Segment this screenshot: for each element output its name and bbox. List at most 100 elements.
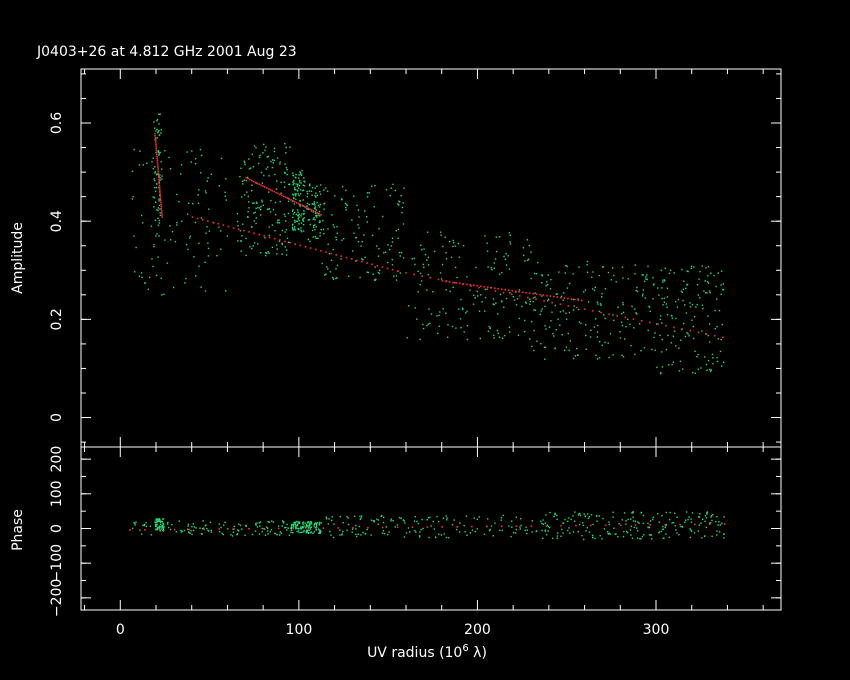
data-point bbox=[709, 292, 711, 294]
model-point bbox=[567, 305, 570, 307]
data-point bbox=[297, 211, 299, 213]
x-axis-label-main: UV radius (10 bbox=[367, 645, 462, 661]
data-point bbox=[374, 184, 376, 187]
data-point bbox=[391, 258, 393, 261]
data-point bbox=[476, 290, 478, 293]
data-point bbox=[495, 302, 497, 304]
data-point bbox=[305, 523, 308, 526]
data-point bbox=[291, 226, 294, 229]
data-point bbox=[351, 528, 354, 530]
model-point bbox=[459, 282, 461, 285]
data-point bbox=[154, 172, 156, 174]
data-point bbox=[559, 324, 561, 326]
model-point bbox=[507, 289, 510, 291]
data-point bbox=[601, 292, 603, 295]
data-point bbox=[627, 318, 629, 321]
data-point bbox=[295, 220, 297, 222]
data-point bbox=[544, 325, 546, 327]
data-point bbox=[530, 277, 532, 280]
data-point bbox=[218, 523, 221, 525]
data-point bbox=[274, 201, 277, 204]
data-point bbox=[419, 338, 421, 341]
data-point bbox=[307, 532, 310, 534]
data-point bbox=[645, 278, 647, 280]
data-point bbox=[154, 171, 157, 173]
data-point bbox=[589, 336, 592, 338]
data-point bbox=[603, 528, 606, 530]
data-point bbox=[210, 531, 213, 533]
data-point bbox=[180, 529, 182, 532]
model-point bbox=[158, 182, 161, 185]
data-point bbox=[484, 288, 487, 291]
data-point bbox=[286, 169, 288, 171]
data-point bbox=[206, 226, 208, 228]
data-point bbox=[609, 533, 612, 535]
data-point bbox=[566, 265, 568, 268]
data-point bbox=[408, 305, 410, 307]
data-point bbox=[665, 533, 667, 535]
data-point bbox=[419, 272, 422, 275]
model-point bbox=[480, 285, 482, 288]
data-point bbox=[719, 531, 721, 533]
data-point bbox=[316, 522, 318, 525]
model-point bbox=[441, 526, 443, 528]
data-point bbox=[309, 240, 311, 243]
data-point bbox=[323, 233, 325, 235]
data-point bbox=[544, 530, 546, 532]
data-point bbox=[627, 278, 629, 280]
data-point bbox=[488, 529, 491, 532]
data-point bbox=[288, 183, 290, 186]
model-point bbox=[624, 316, 627, 319]
data-point bbox=[708, 522, 711, 524]
data-point bbox=[706, 512, 708, 514]
data-point bbox=[604, 341, 606, 344]
data-point bbox=[704, 515, 707, 517]
data-point bbox=[304, 522, 306, 524]
data-point bbox=[274, 230, 276, 232]
model-point bbox=[521, 291, 524, 293]
data-point bbox=[565, 312, 567, 315]
data-point bbox=[662, 281, 664, 283]
model-point bbox=[154, 139, 157, 141]
data-point bbox=[261, 530, 263, 533]
data-point bbox=[278, 240, 281, 242]
data-point bbox=[309, 521, 311, 523]
data-point bbox=[473, 294, 475, 297]
model-point bbox=[250, 179, 253, 182]
model-point bbox=[258, 233, 261, 236]
data-point bbox=[388, 249, 391, 251]
data-point bbox=[565, 346, 568, 348]
data-point bbox=[288, 183, 291, 185]
data-point bbox=[303, 210, 305, 212]
data-point bbox=[273, 532, 276, 535]
model-point bbox=[640, 320, 643, 322]
data-point bbox=[159, 530, 161, 532]
data-point bbox=[289, 146, 291, 148]
data-point bbox=[264, 237, 266, 239]
data-point bbox=[189, 235, 191, 237]
data-point bbox=[493, 303, 495, 306]
model-point bbox=[158, 187, 161, 189]
data-point bbox=[524, 330, 526, 333]
data-point bbox=[445, 258, 448, 260]
data-point bbox=[300, 222, 303, 224]
model-point bbox=[248, 231, 250, 233]
data-point bbox=[157, 130, 160, 132]
data-point bbox=[139, 529, 141, 531]
data-point bbox=[168, 526, 170, 529]
data-point bbox=[661, 514, 663, 517]
data-point bbox=[625, 523, 627, 525]
data-point bbox=[144, 282, 146, 284]
data-point bbox=[153, 121, 155, 123]
data-point bbox=[587, 513, 589, 515]
data-point bbox=[583, 538, 585, 541]
data-point bbox=[344, 202, 347, 205]
data-point bbox=[663, 280, 666, 282]
data-point bbox=[541, 274, 543, 276]
data-point bbox=[358, 227, 360, 229]
data-point bbox=[307, 238, 309, 241]
data-point bbox=[259, 207, 261, 209]
model-point bbox=[551, 301, 553, 304]
model-point bbox=[452, 281, 454, 284]
